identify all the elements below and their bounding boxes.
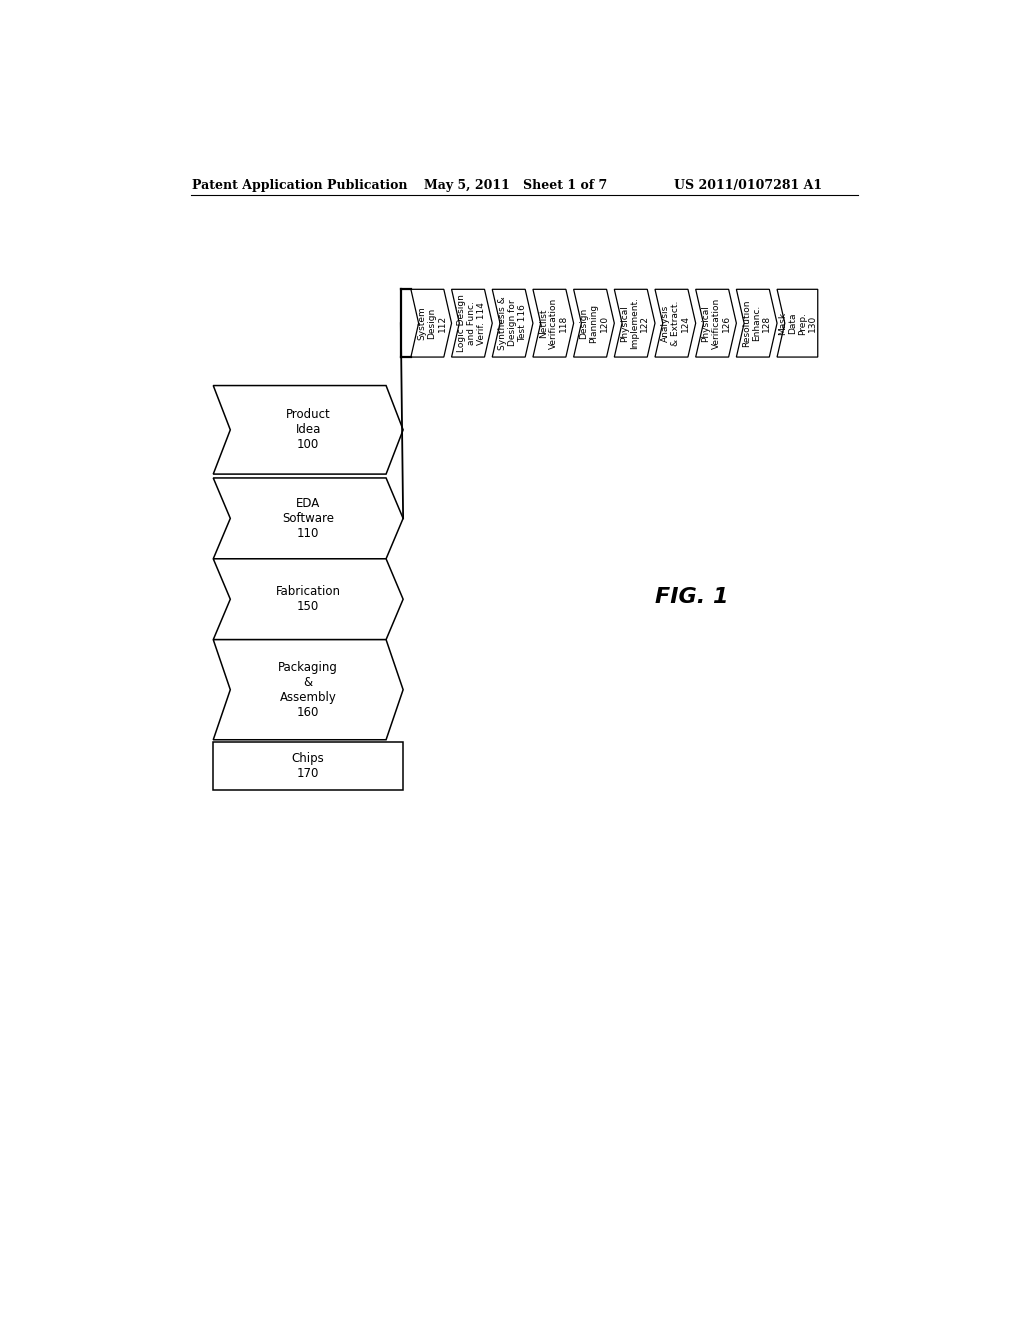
Text: Physical
Verification
126: Physical Verification 126	[701, 297, 730, 348]
Text: US 2011/0107281 A1: US 2011/0107281 A1	[675, 178, 822, 191]
Text: Mask
Data
Prep.
130: Mask Data Prep. 130	[778, 312, 817, 335]
Text: Patent Application Publication: Patent Application Publication	[191, 178, 408, 191]
Polygon shape	[493, 289, 532, 358]
Polygon shape	[777, 289, 818, 358]
Polygon shape	[213, 478, 403, 558]
Text: Resolution
Enhanc.
128: Resolution Enhanc. 128	[742, 300, 771, 347]
Polygon shape	[573, 289, 614, 358]
Polygon shape	[452, 289, 493, 358]
Text: May 5, 2011   Sheet 1 of 7: May 5, 2011 Sheet 1 of 7	[424, 178, 607, 191]
Polygon shape	[213, 640, 403, 739]
Text: Chips
170: Chips 170	[292, 752, 325, 780]
Text: Product
Idea
100: Product Idea 100	[286, 408, 331, 451]
Text: Synthesis &
Design for
Test 116: Synthesis & Design for Test 116	[498, 296, 527, 350]
Polygon shape	[736, 289, 777, 358]
Polygon shape	[213, 385, 403, 474]
Polygon shape	[695, 289, 736, 358]
Text: Packaging
&
Assembly
160: Packaging & Assembly 160	[279, 661, 338, 718]
Polygon shape	[614, 289, 655, 358]
Polygon shape	[411, 289, 452, 358]
Polygon shape	[213, 558, 403, 640]
Text: Netlist
Verification
118: Netlist Verification 118	[539, 297, 568, 348]
Text: Design
Planning
120: Design Planning 120	[580, 304, 608, 343]
Text: Physical
Implement.
122: Physical Implement. 122	[621, 297, 649, 350]
Text: FIG. 1: FIG. 1	[655, 587, 728, 607]
Text: System
Design
112: System Design 112	[418, 306, 446, 341]
Polygon shape	[532, 289, 573, 358]
FancyBboxPatch shape	[213, 742, 403, 789]
Polygon shape	[655, 289, 695, 358]
Text: Analysis
& Extract.
124: Analysis & Extract. 124	[660, 301, 690, 346]
Text: EDA
Software
110: EDA Software 110	[283, 496, 334, 540]
Text: Fabrication
150: Fabrication 150	[275, 585, 341, 614]
Text: Logic Design
and Func.
Verif. 114: Logic Design and Func. Verif. 114	[458, 294, 486, 352]
